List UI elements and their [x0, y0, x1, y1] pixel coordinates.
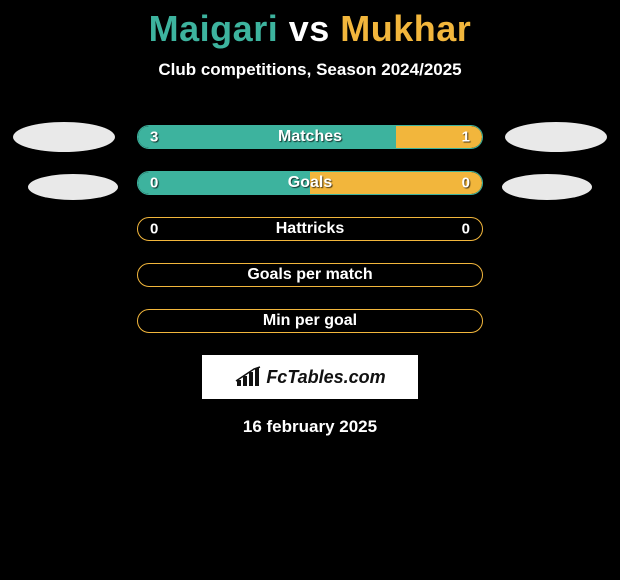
- stat-bar: 00Hattricks: [137, 217, 483, 241]
- stat-label: Hattricks: [138, 220, 482, 238]
- stat-bar: Min per goal: [137, 309, 483, 333]
- player2-shadow-top: [505, 122, 607, 152]
- comparison-title: Maigari vs Mukhar: [0, 0, 620, 50]
- subtitle: Club competitions, Season 2024/2025: [0, 60, 620, 80]
- player2-name: Mukhar: [340, 8, 471, 49]
- stat-label: Matches: [138, 128, 482, 146]
- player1-name: Maigari: [149, 8, 279, 49]
- logo-text: FcTables.com: [266, 367, 385, 388]
- player2-shadow-bottom: [502, 174, 592, 200]
- stat-label: Min per goal: [138, 312, 482, 330]
- comparison-content: 31Matches 00Goals 00Hattricks Goals per mat…: [0, 122, 620, 437]
- stat-bars: 31Matches 00Goals 00Hattricks Goals per mat…: [137, 122, 483, 333]
- player1-shadow-top: [13, 122, 115, 152]
- stat-bar: 00Goals: [137, 171, 483, 195]
- stat-bar: 31Matches: [137, 125, 483, 149]
- vs-separator: vs: [289, 8, 330, 49]
- chart-icon: [234, 366, 262, 388]
- stat-bar: Goals per match: [137, 263, 483, 287]
- logo-badge[interactable]: FcTables.com: [202, 355, 418, 399]
- stat-label: Goals: [138, 174, 482, 192]
- player1-shadow-bottom: [28, 174, 118, 200]
- date-label: 16 february 2025: [0, 417, 620, 437]
- stat-label: Goals per match: [138, 266, 482, 284]
